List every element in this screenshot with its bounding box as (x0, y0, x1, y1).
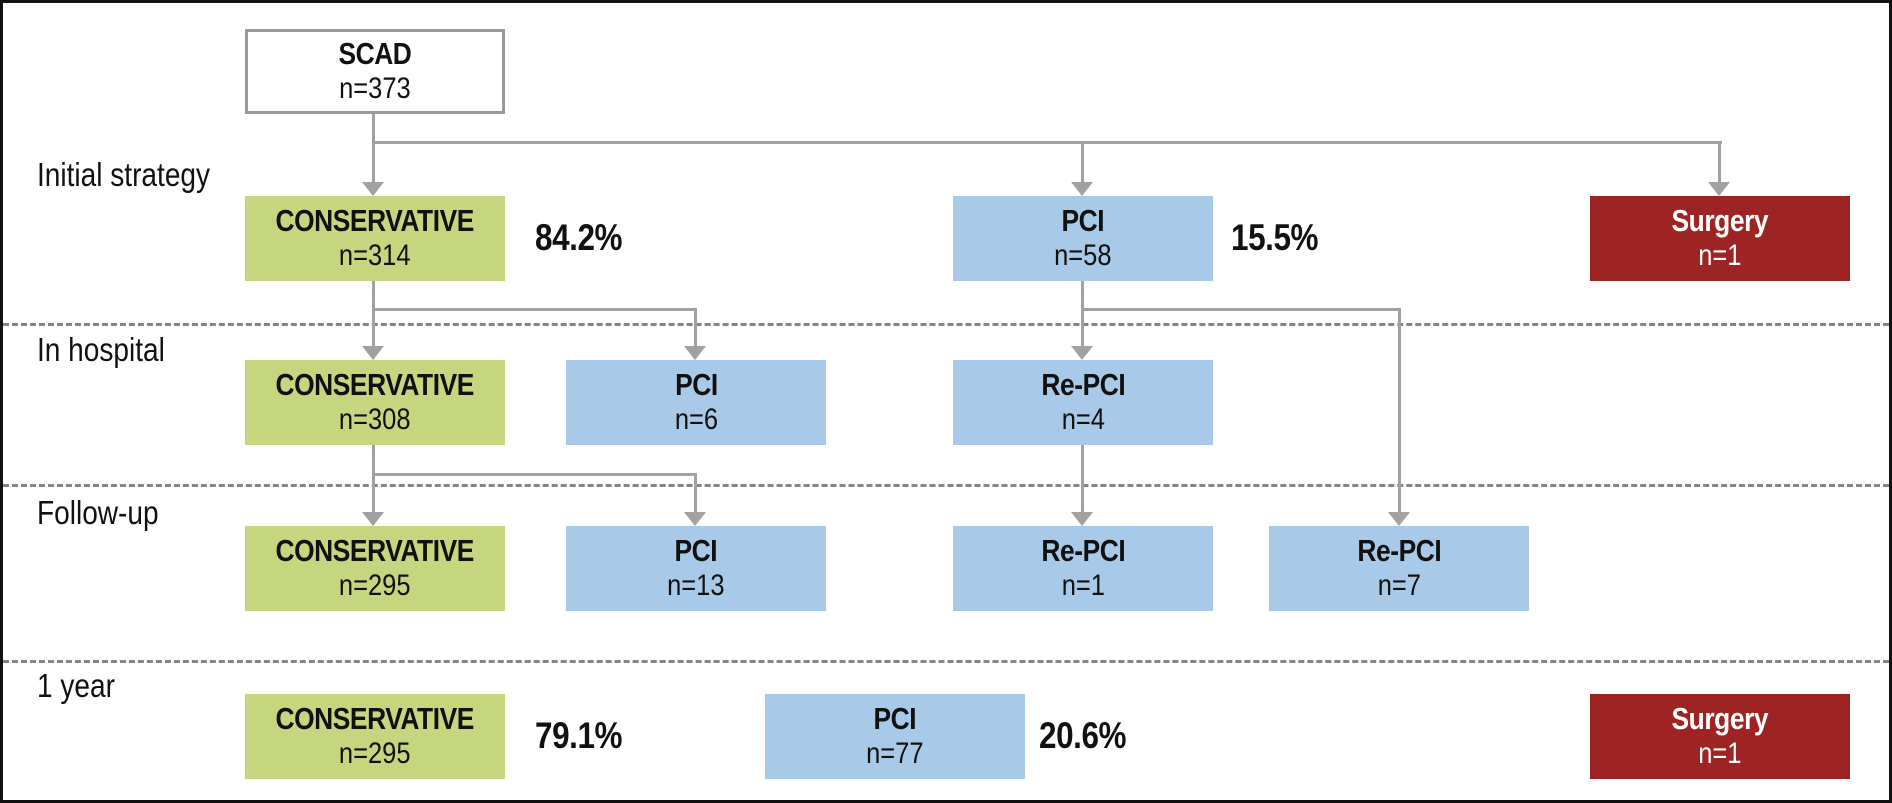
box-1year-pci: PCI n=77 (765, 694, 1025, 779)
connector-line (372, 445, 375, 514)
box-title: Surgery (1671, 203, 1769, 239)
box-count: n=373 (339, 72, 411, 106)
connector-line (694, 308, 697, 348)
box-title: PCI (873, 701, 917, 737)
box-title: CONSERVATIVE (275, 203, 475, 239)
box-title: PCI (1061, 203, 1105, 239)
box-title: Re-PCI (1041, 533, 1125, 569)
box-initial-pci: PCI n=58 (953, 196, 1213, 281)
box-followup-repci-7: Re-PCI n=7 (1269, 526, 1529, 611)
box-followup-repci-1: Re-PCI n=1 (953, 526, 1213, 611)
box-title: PCI (674, 367, 718, 403)
box-initial-surgery: Surgery n=1 (1590, 196, 1850, 281)
box-1year-conservative: CONSERVATIVE n=295 (245, 694, 505, 779)
divider-line-2 (3, 484, 1889, 487)
box-title: PCI (674, 533, 718, 569)
box-title: CONSERVATIVE (275, 367, 475, 403)
percent-initial-conservative: 84.2% (535, 217, 623, 258)
box-title: Surgery (1671, 701, 1769, 737)
box-title: CONSERVATIVE (275, 701, 475, 737)
box-1year-surgery: Surgery n=1 (1590, 694, 1850, 779)
box-count: n=1 (1061, 569, 1105, 603)
box-count: n=7 (1377, 569, 1421, 603)
arrowhead-icon (1071, 346, 1093, 360)
box-title: SCAD (338, 36, 412, 72)
connector-line (1081, 445, 1084, 514)
divider-line-1 (3, 323, 1889, 326)
connector-line (694, 473, 697, 514)
percent-initial-pci: 15.5% (1231, 217, 1319, 258)
row-label-initial-strategy: Initial strategy (37, 156, 211, 193)
box-followup-pci: PCI n=13 (566, 526, 826, 611)
box-count: n=295 (339, 737, 411, 771)
arrowhead-icon (362, 182, 384, 196)
connector-line (1081, 308, 1401, 311)
row-label-follow-up: Follow-up (37, 494, 159, 531)
box-scad: SCAD n=373 (245, 29, 505, 114)
arrowhead-icon (362, 346, 384, 360)
box-title: Re-PCI (1041, 367, 1125, 403)
box-inhospital-repci: Re-PCI n=4 (953, 360, 1213, 445)
box-count: n=295 (339, 569, 411, 603)
arrowhead-icon (1708, 182, 1730, 196)
connector-line (372, 141, 1722, 144)
row-label-in-hospital: In hospital (37, 331, 165, 368)
box-inhospital-conservative: CONSERVATIVE n=308 (245, 360, 505, 445)
arrowhead-icon (1071, 182, 1093, 196)
arrowhead-icon (362, 512, 384, 526)
connector-line (1081, 281, 1084, 348)
connector-line (372, 473, 697, 476)
arrowhead-icon (1071, 512, 1093, 526)
connector-line (372, 308, 697, 311)
box-count: n=1 (1698, 239, 1742, 273)
box-title: CONSERVATIVE (275, 533, 475, 569)
box-count: n=77 (866, 737, 924, 771)
box-count: n=1 (1698, 737, 1742, 771)
arrowhead-icon (684, 346, 706, 360)
connector-line (1398, 308, 1401, 514)
box-count: n=314 (339, 239, 411, 273)
connector-line (1081, 141, 1084, 184)
box-inhospital-pci: PCI n=6 (566, 360, 826, 445)
box-count: n=4 (1061, 403, 1105, 437)
arrowhead-icon (1388, 512, 1410, 526)
box-count: n=6 (674, 403, 718, 437)
percent-1year-conservative: 79.1% (535, 715, 623, 756)
box-title: Re-PCI (1357, 533, 1441, 569)
connector-line (372, 281, 375, 348)
divider-line-3 (3, 660, 1889, 663)
connector-line (372, 113, 375, 184)
box-count: n=308 (339, 403, 411, 437)
box-count: n=13 (667, 569, 725, 603)
box-initial-conservative: CONSERVATIVE n=314 (245, 196, 505, 281)
percent-1year-pci: 20.6% (1039, 715, 1127, 756)
arrowhead-icon (684, 512, 706, 526)
connector-line (1718, 141, 1721, 184)
box-count: n=58 (1054, 239, 1112, 273)
box-followup-conservative: CONSERVATIVE n=295 (245, 526, 505, 611)
row-label-1-year: 1 year (37, 667, 115, 704)
